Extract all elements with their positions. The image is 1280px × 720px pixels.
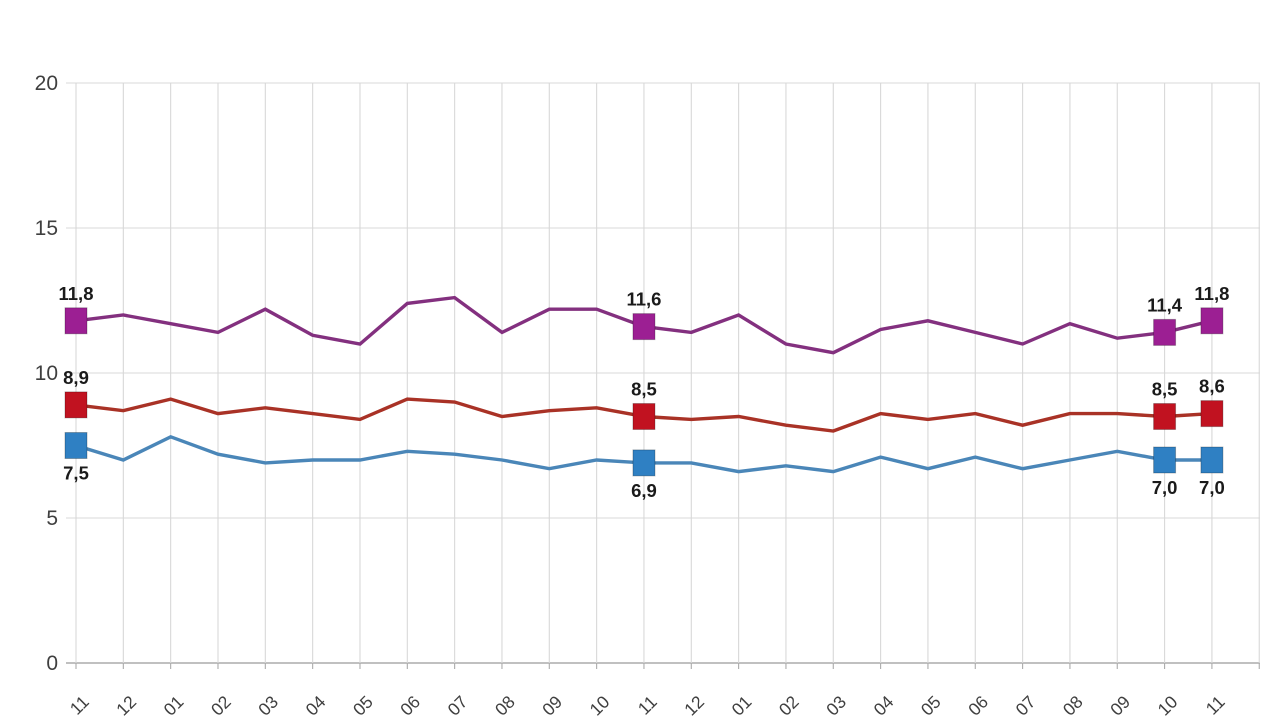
data-point-marker-upper-purple-series <box>632 313 656 341</box>
y-axis-tick-label: 0 <box>46 652 58 675</box>
data-point-marker-lower-blue-series <box>64 432 88 459</box>
y-axis-tick-label: 5 <box>46 507 58 530</box>
x-axis-tick-label: 09 <box>1106 692 1134 720</box>
data-point-label-upper-purple-series: 11,8 <box>59 283 94 304</box>
x-axis-tick-label: 11 <box>1202 692 1229 719</box>
x-axis-tick-label: 04 <box>302 691 330 719</box>
x-axis-tick-label: 09 <box>538 692 566 720</box>
data-point-marker-middle-red-series <box>64 391 88 419</box>
data-point-marker-upper-purple-series <box>1200 307 1224 335</box>
data-point-marker-lower-blue-series <box>1153 446 1177 474</box>
data-point-label-upper-purple-series: 11,4 <box>1147 294 1183 315</box>
x-axis-tick-label: 07 <box>444 692 472 720</box>
x-axis-tick-label: 08 <box>491 692 519 720</box>
x-axis-tick-label: 01 <box>160 692 188 720</box>
data-point-marker-upper-purple-series <box>64 307 88 335</box>
data-point-label-middle-red-series: 8,6 <box>1199 376 1225 397</box>
x-axis-tick-label: 07 <box>1012 692 1040 720</box>
x-axis-tick-label: 05 <box>917 692 945 720</box>
data-point-label-middle-red-series: 8,5 <box>1152 379 1178 400</box>
data-point-label-upper-purple-series: 11,8 <box>1194 283 1229 304</box>
x-axis-tick-label: 01 <box>728 692 756 720</box>
data-point-label-lower-blue-series: 7,5 <box>63 463 89 484</box>
data-point-marker-middle-red-series <box>1153 403 1177 430</box>
x-axis-tick-label: 04 <box>870 691 898 719</box>
data-point-marker-upper-purple-series <box>1153 318 1177 346</box>
data-point-label-lower-blue-series: 7,0 <box>1199 477 1225 498</box>
x-axis-tick-label: 10 <box>586 691 614 719</box>
data-point-label-lower-blue-series: 7,0 <box>1152 477 1178 498</box>
x-axis-tick-label: 03 <box>822 692 850 720</box>
x-axis-tick-label: 02 <box>207 692 235 720</box>
y-axis-tick-label: 15 <box>35 217 58 240</box>
data-point-marker-lower-blue-series <box>632 449 656 477</box>
data-point-label-middle-red-series: 8,5 <box>631 379 657 400</box>
x-axis-tick-label: 03 <box>254 692 282 720</box>
x-axis-tick-label: 11 <box>66 692 93 719</box>
data-point-label-lower-blue-series: 6,9 <box>631 480 657 501</box>
y-axis-tick-label: 10 <box>35 362 58 385</box>
x-axis-tick-label: 11 <box>634 692 661 719</box>
y-axis-tick-label: 20 <box>35 72 58 95</box>
x-axis-tick-label: 10 <box>1154 691 1182 719</box>
data-point-marker-middle-red-series <box>632 403 656 430</box>
x-axis-tick-label: 05 <box>349 692 377 720</box>
x-axis-tick-label: 02 <box>775 692 803 720</box>
x-axis-tick-label: 08 <box>1059 692 1087 720</box>
x-axis-tick-label: 06 <box>396 692 424 720</box>
x-axis-tick-label: 06 <box>964 692 992 720</box>
x-axis-tick-label: 12 <box>112 692 140 720</box>
x-axis-tick-label: 12 <box>680 692 708 720</box>
data-point-marker-middle-red-series <box>1200 400 1224 428</box>
data-point-label-middle-red-series: 8,9 <box>63 367 89 388</box>
data-point-marker-lower-blue-series <box>1200 446 1224 474</box>
data-point-label-upper-purple-series: 11,6 <box>626 289 661 310</box>
